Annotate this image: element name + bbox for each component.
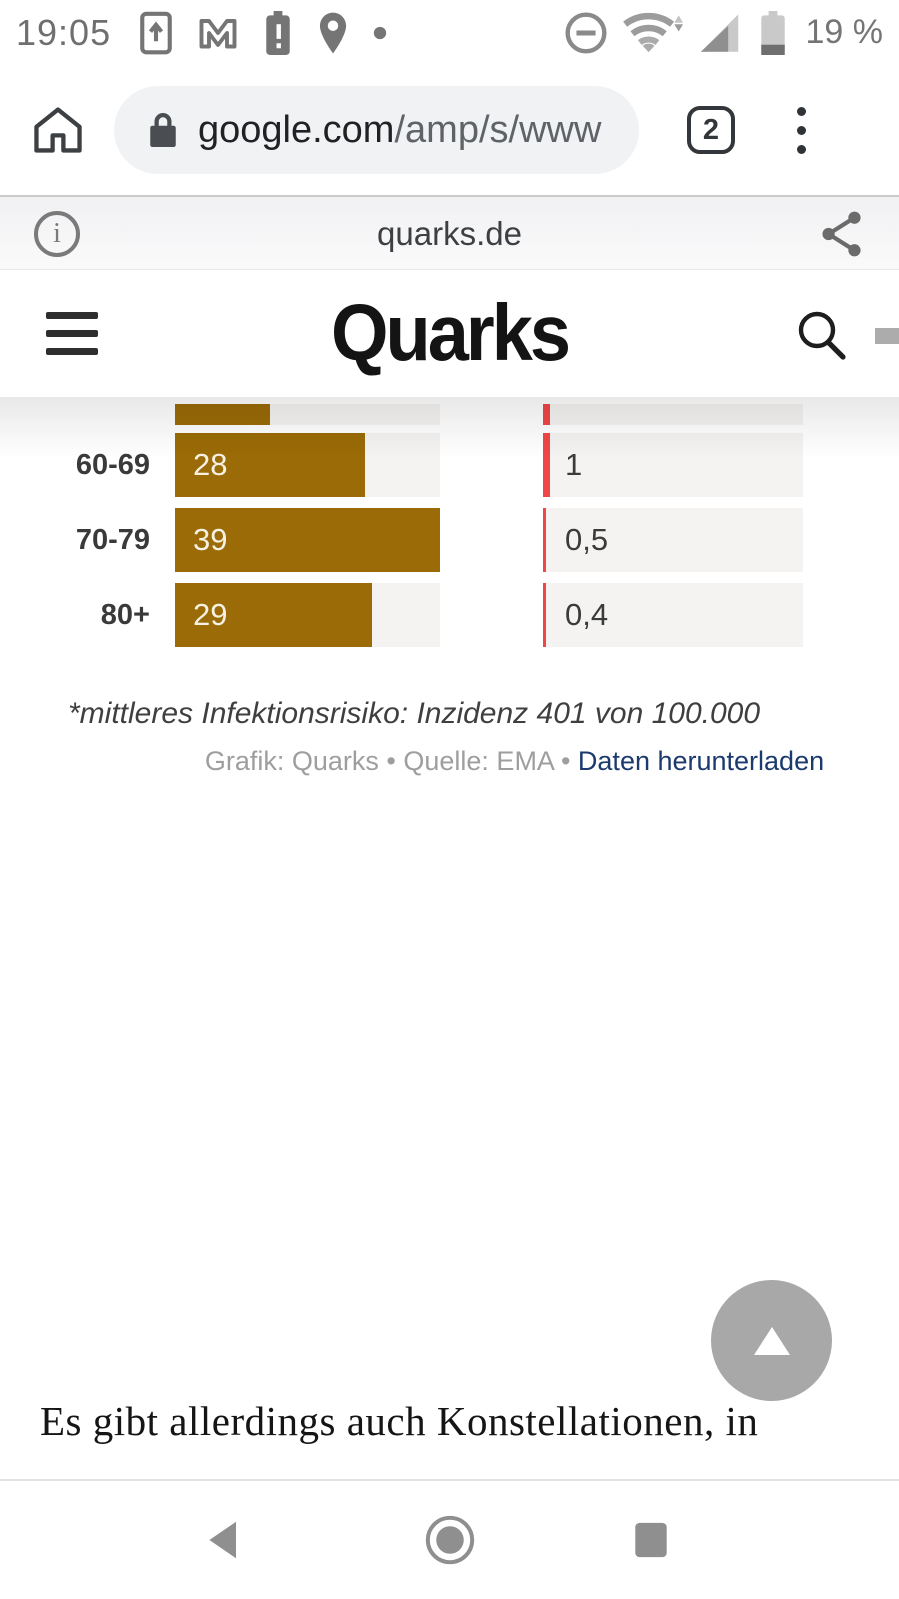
- bar-track: 1: [543, 433, 803, 497]
- search-icon[interactable]: [795, 308, 847, 360]
- browser-toolbar: google.com/amp/s/www 2: [0, 65, 899, 195]
- chart-row: 70-79 39 0,5: [0, 508, 899, 572]
- partial-right-bar: [543, 404, 550, 425]
- row-label: 60-69: [75, 448, 150, 481]
- bar-value: 28: [193, 447, 228, 482]
- android-nav-bar: [0, 1479, 899, 1599]
- gold-bar: 39: [175, 508, 440, 572]
- battery-alert-icon: [263, 10, 293, 55]
- url-path: /amp/s/www: [394, 108, 602, 151]
- red-bar: [543, 433, 550, 497]
- gold-bar: 28: [175, 433, 366, 497]
- bar-value: 39: [193, 522, 228, 557]
- site-logo[interactable]: Quarks: [330, 286, 571, 377]
- bar-track: [543, 404, 803, 425]
- bar-track: 0,4: [543, 583, 803, 647]
- chart-row-partial: [0, 404, 899, 425]
- do-not-disturb-icon: [564, 11, 608, 55]
- row-label: 80+: [100, 598, 150, 631]
- home-icon[interactable]: [424, 1514, 476, 1566]
- chart-footnote: *mittleres Infektionsrisiko: Inzidenz 40…: [68, 697, 761, 730]
- bar-value: 0,5: [565, 522, 609, 557]
- bar-chart: 60-69 28 1 70-79 39 0,5: [0, 397, 899, 647]
- chart-row: 60-69 28 1: [0, 433, 899, 497]
- battery-icon: [758, 10, 788, 55]
- chart-credit: Grafik: Quarks • Quelle: EMA • Daten her…: [0, 746, 899, 777]
- clock: 19:05: [16, 11, 112, 53]
- share-icon[interactable]: [819, 209, 865, 259]
- wifi-icon: [622, 11, 684, 55]
- red-bar: [543, 583, 546, 647]
- bar-value: 1: [565, 447, 583, 482]
- amp-header: i quarks.de: [0, 195, 899, 270]
- gold-bar: 29: [175, 583, 373, 647]
- bar-value: 0,4: [565, 597, 609, 632]
- chart-row: 80+ 29 0,4: [0, 583, 899, 647]
- bar-track: 29: [175, 583, 440, 647]
- kebab-menu-icon[interactable]: [797, 106, 806, 154]
- article-text: Es gibt allerdings auch Konstellationen,…: [40, 1398, 759, 1444]
- red-bar: [543, 508, 547, 572]
- bar-track: [175, 404, 440, 425]
- location-icon: [317, 11, 349, 55]
- gmail-icon: [197, 15, 239, 51]
- cellular-signal-icon: [698, 11, 744, 55]
- site-header: Quarks: [0, 270, 899, 397]
- credit-text: Grafik: Quarks • Quelle: EMA •: [204, 746, 578, 776]
- bar-value: 29: [193, 597, 228, 632]
- partial-left-bar: [175, 404, 271, 425]
- url-text: google.com/amp/s/www: [198, 109, 601, 152]
- status-bar: 19:05: [0, 0, 899, 65]
- back-icon[interactable]: [205, 1519, 239, 1561]
- screen-cast-upload-icon: [139, 11, 173, 55]
- scrollbar-thumb[interactable]: [875, 328, 899, 344]
- up-triangle-icon: [753, 1326, 790, 1355]
- bar-track: 0,5: [543, 508, 803, 572]
- scroll-to-top-button[interactable]: [711, 1280, 832, 1401]
- tab-count: 2: [702, 113, 720, 146]
- page-content: 60-69 28 1 70-79 39 0,5: [0, 397, 899, 1479]
- url-domain: google.com: [198, 108, 395, 151]
- amp-source-domain: quarks.de: [377, 214, 522, 252]
- download-data-link[interactable]: Daten herunterladen: [577, 746, 825, 776]
- url-bar[interactable]: google.com/amp/s/www: [114, 86, 639, 174]
- tab-switcher[interactable]: 2: [687, 106, 735, 154]
- battery-percent: 19 %: [805, 13, 884, 51]
- notification-dot-icon: [373, 26, 387, 40]
- info-icon[interactable]: i: [34, 210, 80, 257]
- recents-icon[interactable]: [632, 1520, 670, 1560]
- bar-track: 28: [175, 433, 440, 497]
- hamburger-icon[interactable]: [46, 312, 98, 355]
- row-label: 70-79: [75, 523, 150, 556]
- home-icon[interactable]: [30, 104, 86, 156]
- lock-icon[interactable]: [146, 110, 180, 150]
- bar-track: 39: [175, 508, 440, 572]
